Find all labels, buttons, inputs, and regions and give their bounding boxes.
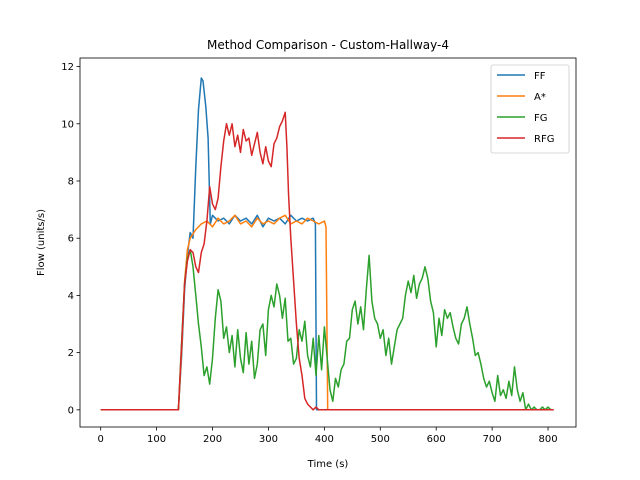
y-axis-ticks: 0 2 4 6 8 10 12 [61,62,80,416]
legend-box [490,64,570,154]
x-tick-label: 600 [427,434,446,445]
legend-label: A* [534,92,546,103]
legend-label: RFG [534,134,554,145]
x-tick-label: 300 [259,434,278,445]
y-tick-label: 0 [68,405,74,416]
x-tick-label: 0 [98,434,104,445]
x-tick-label: 700 [483,434,502,445]
y-axis-label: Flow (units/s) [36,209,47,276]
y-tick-label: 4 [68,291,74,302]
y-tick-label: 8 [68,177,74,188]
x-tick-label: 800 [538,434,557,445]
x-tick-label: 100 [147,434,166,445]
legend-label: FG [534,113,548,124]
series-line-rfg [100,111,554,411]
legend: FF A* FG RFG [490,64,570,154]
x-tick-label: 400 [315,434,334,445]
chart-title: Method Comparison - Custom-Hallway-4 [207,38,449,52]
y-tick-label: 6 [68,234,74,245]
y-tick-label: 12 [61,62,74,73]
x-tick-label: 500 [371,434,390,445]
x-tick-label: 200 [203,434,222,445]
series-lines [100,77,554,411]
series-line-a [100,214,554,411]
y-tick-label: 10 [61,119,74,130]
series-line-fg [100,248,554,411]
x-axis-ticks: 0 100 200 300 400 500 600 700 800 [98,427,558,445]
y-tick-label: 2 [68,348,74,359]
x-axis-label: Time (s) [307,459,349,470]
legend-label: FF [534,71,546,82]
plot-frame [79,57,577,428]
